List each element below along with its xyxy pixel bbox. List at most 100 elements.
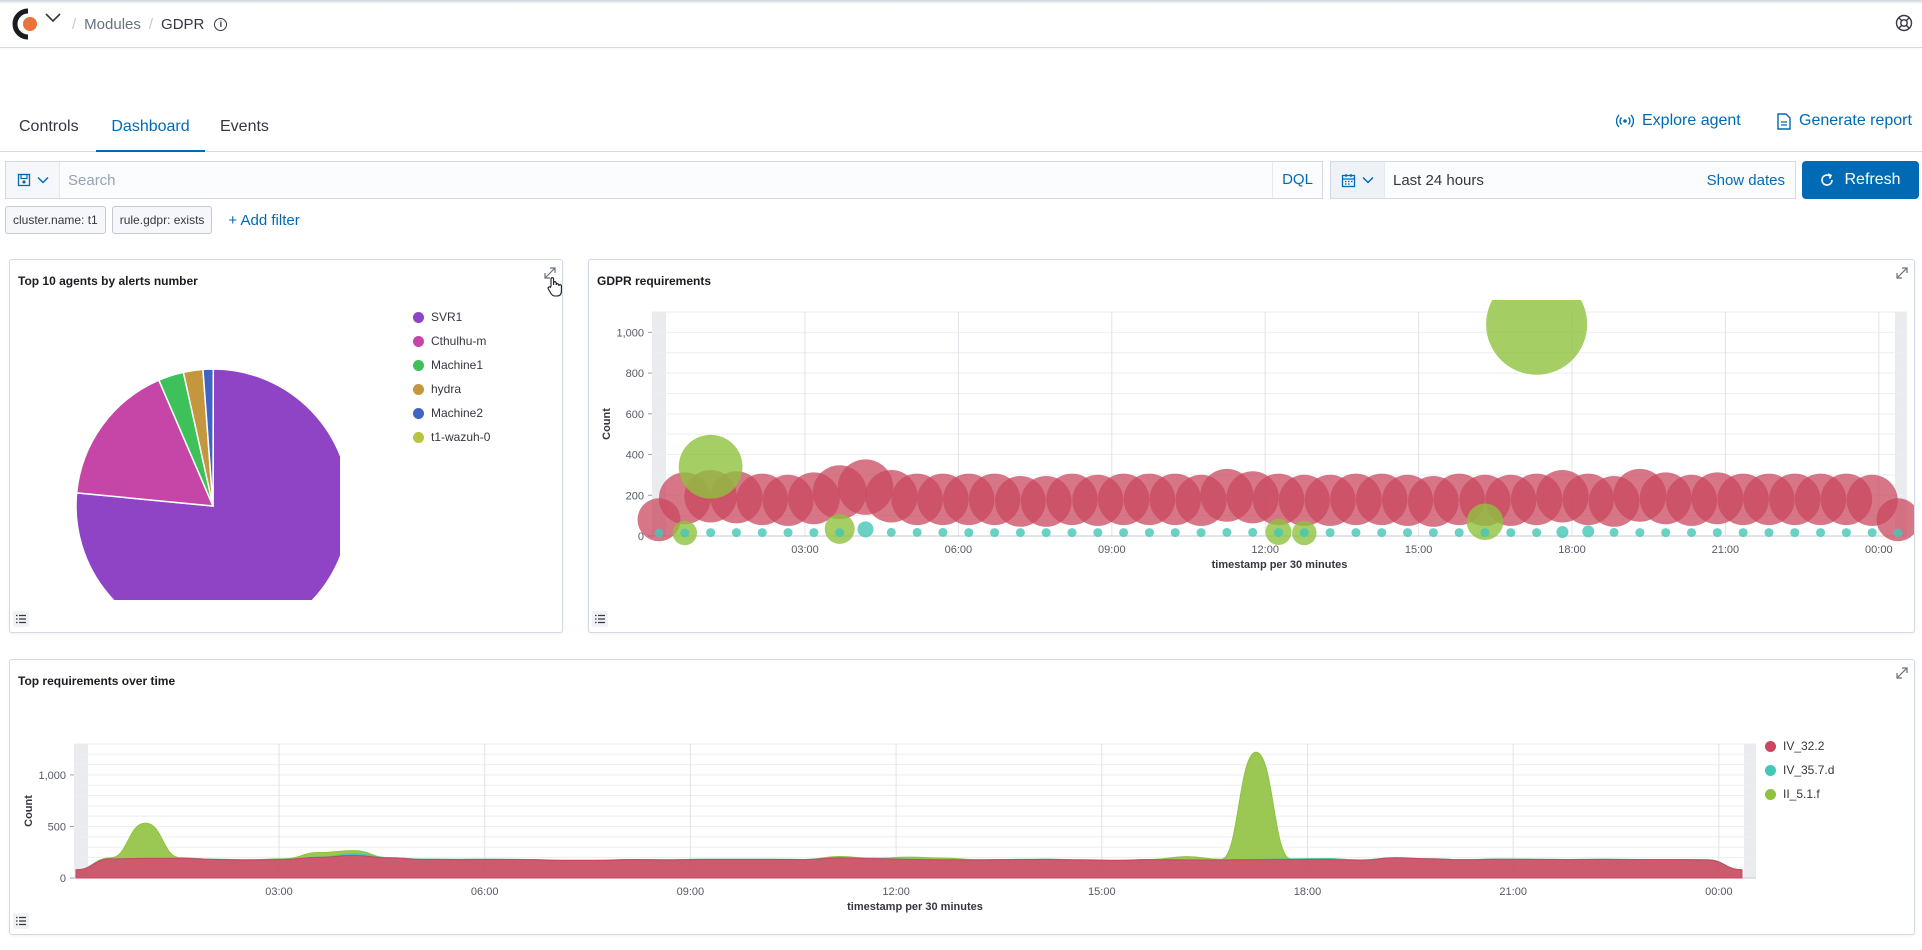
legend-item-cthulhu[interactable]: Cthulhu-m (413, 329, 490, 353)
bubble-iv_35-7-d (1222, 527, 1232, 537)
bubble-iv_35-7-d (1687, 528, 1696, 538)
hand-cursor-icon (547, 277, 562, 297)
bubble-iv_35-7-d (1609, 527, 1619, 537)
y-tick-label: 0 (638, 531, 644, 543)
chevron-down-icon (36, 176, 49, 184)
bubble-iv_35-7-d (1790, 528, 1800, 538)
pie-slice-cthulhu-m (75, 379, 215, 507)
y-axis-label: Count (601, 408, 613, 440)
breadcrumb: / Modules / GDPR i (72, 16, 228, 33)
x-tick-label: 00:00 (1705, 886, 1733, 898)
legend-item-machine1[interactable]: Machine1 (413, 353, 490, 377)
pie-slice-machine2 (202, 368, 215, 507)
list-icon[interactable] (13, 611, 29, 627)
bubble-iv_35-7-d (1454, 528, 1464, 538)
bubble-iv_35-7-d (1841, 528, 1851, 538)
legend-label: Machine1 (431, 358, 484, 372)
bubble-iv_35-7-d (1274, 528, 1283, 538)
top-shadow (0, 0, 1922, 4)
tab-events[interactable]: Events (220, 118, 269, 135)
date-range-label[interactable]: Last 24 hours (1393, 171, 1484, 189)
generate-report-link[interactable]: Generate report (1777, 112, 1912, 130)
bubble-iv_35-7-d (1351, 528, 1361, 538)
legend-label: Machine2 (431, 406, 484, 420)
plot-edge-right (1895, 312, 1907, 536)
bubble-iv_35-7-d (1816, 528, 1826, 538)
bubble-iv_35-7-d (886, 527, 896, 537)
plot-edge-left (74, 744, 88, 878)
legend-dot (413, 407, 424, 419)
filter-pill-cluster[interactable]: cluster.name: t1 (5, 206, 106, 234)
bubble-iv_35-7-d (1712, 528, 1722, 538)
bubble-iv_35-7-d (1403, 528, 1413, 538)
x-tick-label: 21:00 (1712, 544, 1740, 556)
legend-item-wazuh[interactable]: t1-wazuh-0 (413, 425, 490, 449)
bubble-ii_5-1-f (1486, 300, 1588, 375)
legend-label: Cthulhu-m (431, 334, 487, 348)
tab-dashboard[interactable]: Dashboard (96, 118, 205, 152)
area-legend: IV_32.2 IV_35.7.d II_5.1.f (1765, 734, 1834, 806)
bubble-iv_35-7-d (1480, 528, 1490, 538)
legend-item-hydra[interactable]: hydra (413, 377, 490, 401)
calendar-icon (1341, 173, 1356, 187)
info-icon[interactable]: i (214, 18, 228, 31)
legend-item-iv-35-7-d[interactable]: IV_35.7.d (1765, 758, 1834, 782)
legend-dot (1765, 788, 1776, 800)
bubble-iv_35-7-d (912, 527, 922, 537)
legend-item-ii-5-1-f[interactable]: II_5.1.f (1765, 782, 1834, 806)
chevron-down-icon[interactable] (44, 11, 62, 25)
breadcrumb-gdpr: GDPR (161, 16, 205, 33)
bubble-iv_35-7-d (1661, 528, 1671, 538)
pie-chart (75, 368, 340, 600)
refresh-label: Refresh (1844, 171, 1901, 188)
bubble-iv_35-7-d (857, 521, 874, 538)
y-tick-label: 1,000 (616, 327, 644, 339)
legend-item-machine2[interactable]: Machine2 (413, 401, 490, 425)
bubble-iv_35-7-d (1299, 528, 1309, 538)
legend-item-iv-32-2[interactable]: IV_32.2 (1765, 734, 1834, 758)
x-tick-label: 18:00 (1294, 886, 1322, 898)
bubble-ii_5-1-f (1466, 503, 1504, 541)
help-icon[interactable] (1895, 14, 1913, 32)
tab-controls[interactable]: Controls (19, 118, 79, 135)
legend-dot (1765, 740, 1776, 752)
expand-icon[interactable] (543, 266, 557, 280)
bubble-iv_35-7-d (706, 528, 716, 538)
bubble-ii_5-1-f (678, 434, 743, 499)
list-icon[interactable] (13, 913, 29, 929)
quick-menu-button[interactable] (1331, 162, 1385, 198)
bubble-iv_35-7-d (1377, 528, 1387, 538)
bubble-iv_35-7-d (1248, 527, 1258, 537)
add-filter-button[interactable]: + Add filter (228, 211, 300, 229)
bubble-iv_35-7-d (1067, 528, 1077, 538)
breadcrumb-separator: / (72, 16, 77, 33)
expand-icon[interactable] (1895, 266, 1909, 280)
y-tick-label: 500 (48, 821, 66, 833)
breadcrumb-separator: / (148, 16, 154, 33)
search-input[interactable] (60, 162, 1272, 198)
wazuh-logo-icon[interactable] (6, 6, 42, 42)
x-tick-label: 09:00 (1098, 544, 1126, 556)
x-tick-label: 00:00 (1865, 544, 1893, 556)
bubble-iv_35-7-d (938, 527, 948, 537)
x-tick-label: 03:00 (791, 544, 819, 556)
filter-pill-rule[interactable]: rule.gdpr: exists (111, 206, 213, 234)
query-language-button[interactable]: DQL (1272, 162, 1322, 198)
list-icon[interactable] (592, 611, 608, 627)
expand-icon[interactable] (1895, 666, 1909, 680)
x-tick-label: 06:00 (471, 886, 499, 898)
explore-agent-link[interactable]: Explore agent (1616, 112, 1741, 130)
x-tick-label: 15:00 (1405, 544, 1433, 556)
x-tick-label: 03:00 (265, 886, 293, 898)
refresh-button[interactable]: Refresh (1802, 161, 1919, 199)
show-dates-button[interactable]: Show dates (1706, 171, 1785, 189)
filter-bar: cluster.name: t1 rule.gdpr: exists + Add… (5, 206, 300, 234)
legend-label: IV_35.7.d (1783, 763, 1835, 777)
bubble-iv_35-7-d (1093, 528, 1103, 538)
x-tick-label: 18:00 (1558, 544, 1586, 556)
breadcrumb-modules[interactable]: Modules (84, 16, 141, 33)
saved-query-button[interactable] (6, 162, 60, 198)
legend-item-svr1[interactable]: SVR1 (413, 305, 490, 329)
bubble-iv_35-7-d (1582, 525, 1595, 538)
y-tick-label: 1,000 (38, 770, 66, 782)
